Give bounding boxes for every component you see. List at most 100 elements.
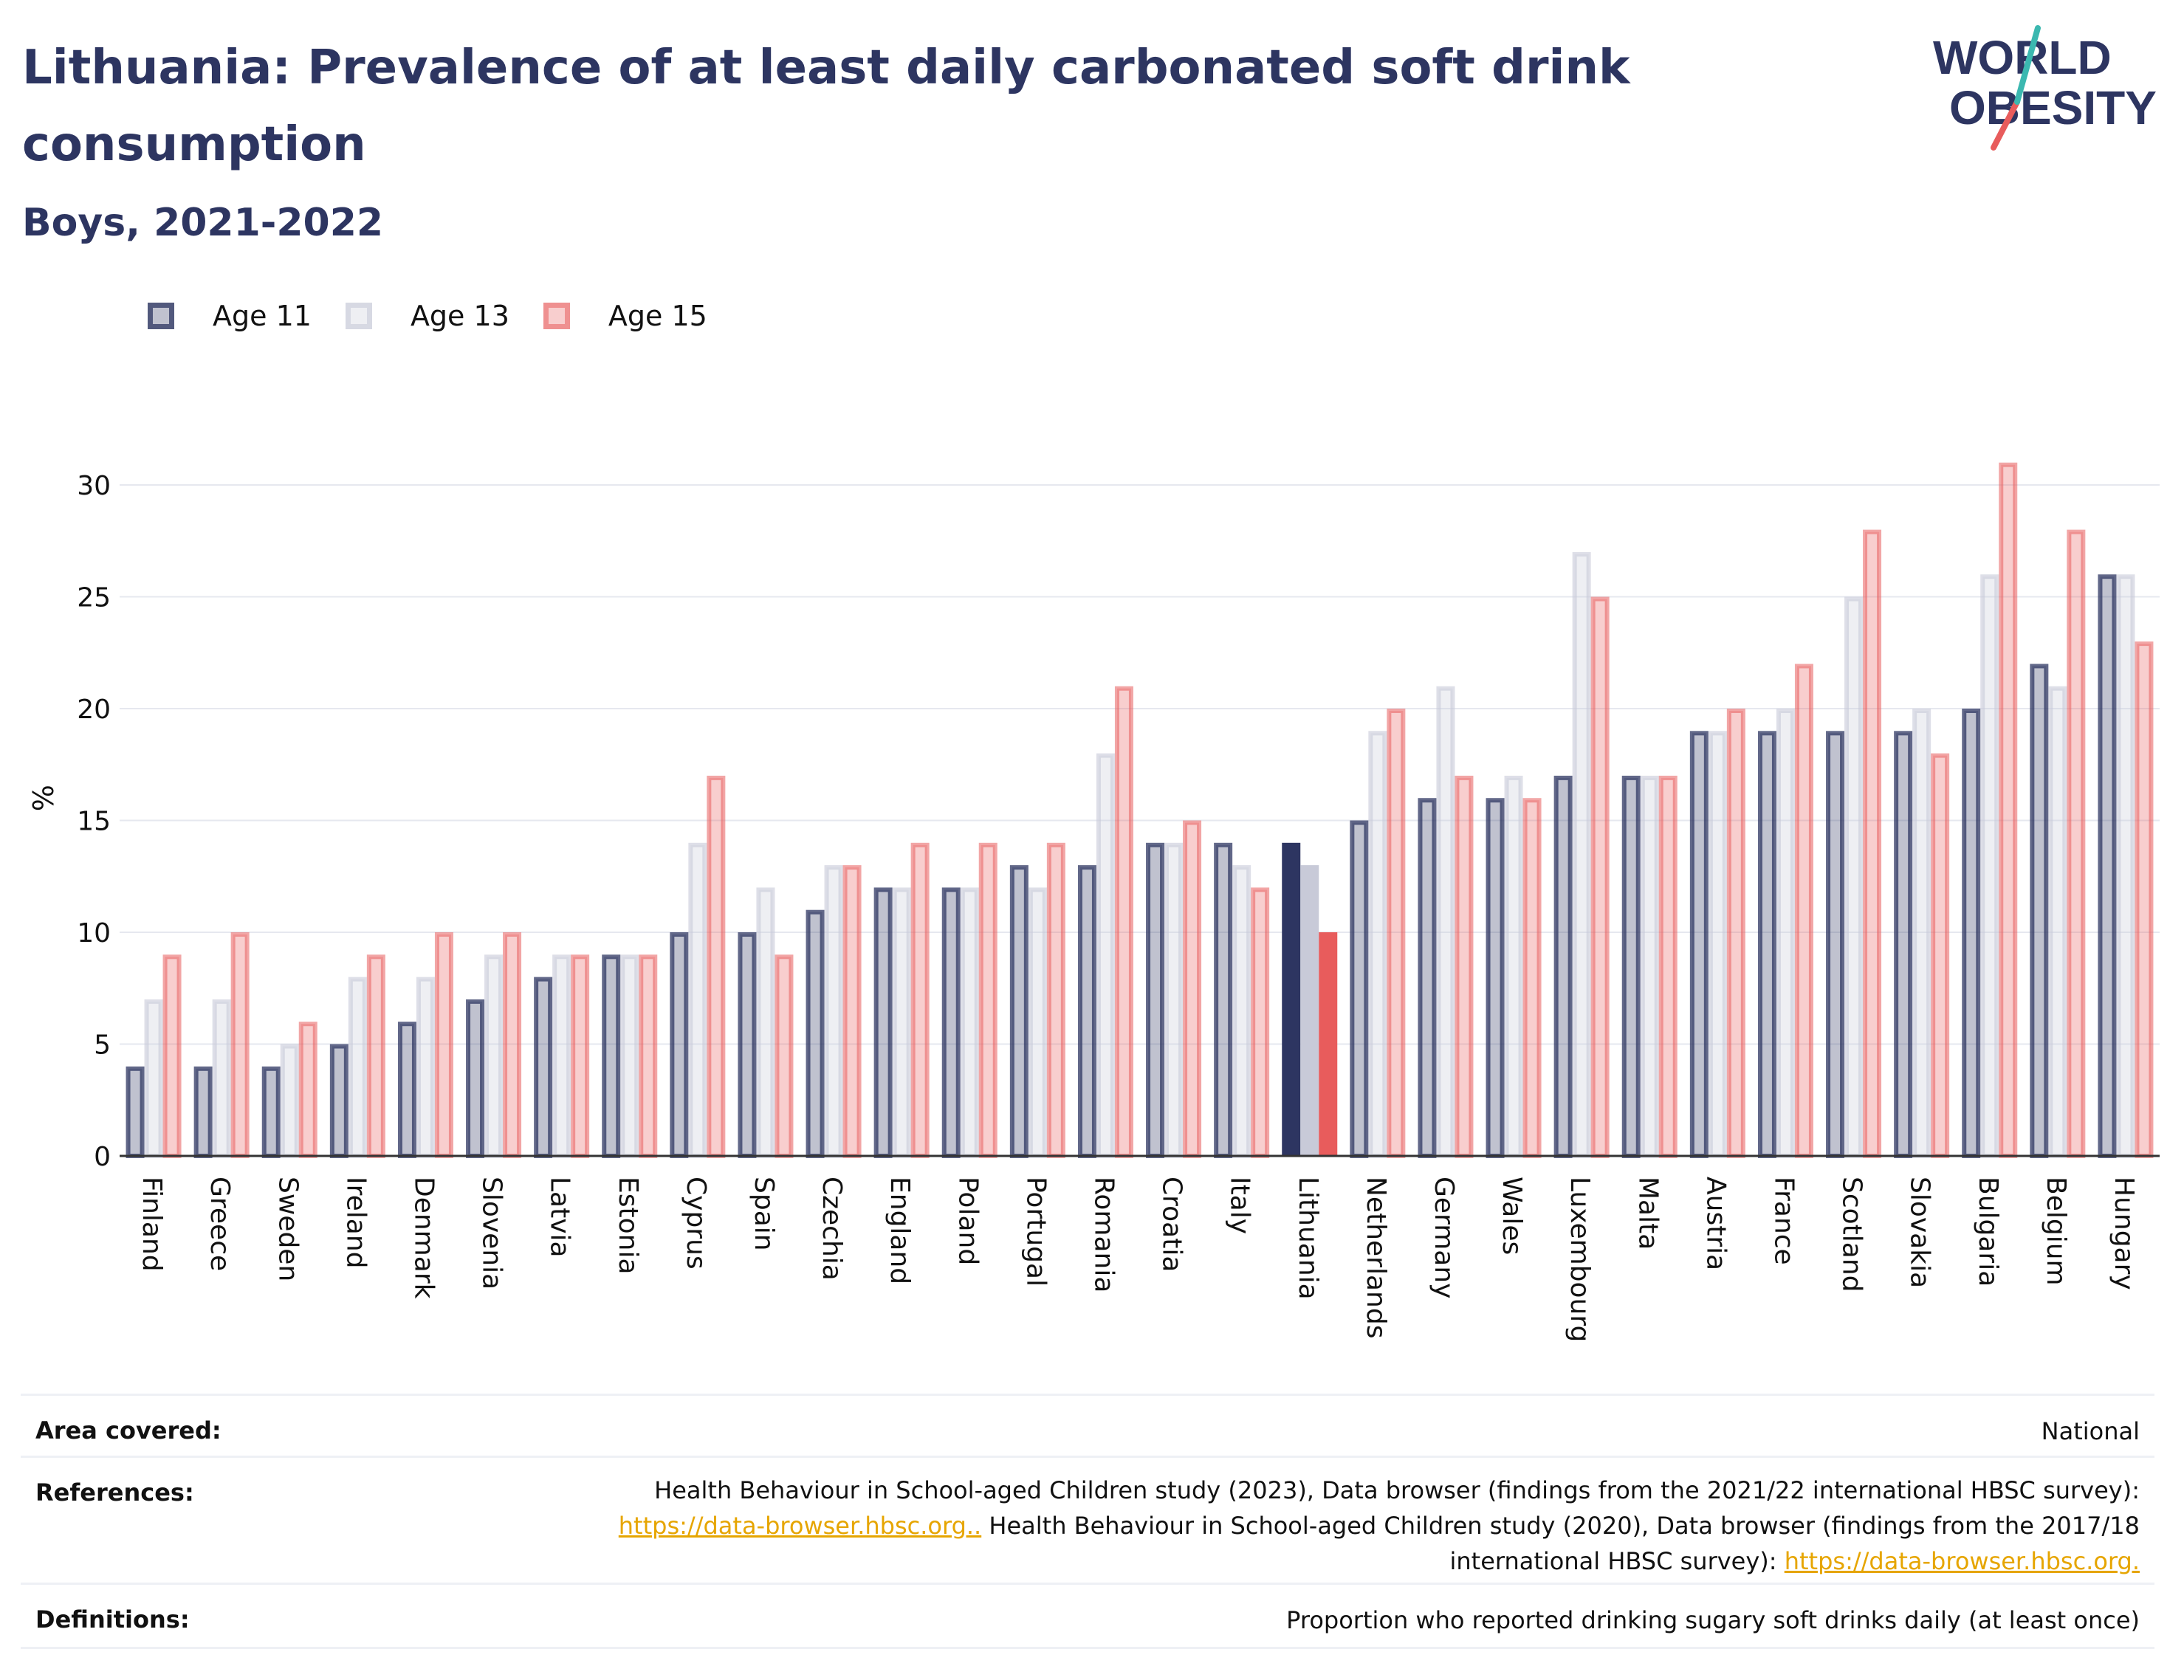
bar-greece-age13 [212,999,231,1159]
bar-estonia-age15 [639,954,658,1159]
bar-netherlands-age13 [1368,731,1387,1158]
bar-croatia-age15 [1183,820,1202,1158]
references-text-1: Health Behaviour in School-aged Children… [654,1476,2140,1504]
x-tick-label: Slovakia [1905,1177,1935,1288]
bar-slovakia-age11 [1894,731,1913,1158]
bar-bulgaria-age15 [1999,462,2018,1158]
world-obesity-logo: WORLD OBESITY [1933,25,2157,151]
bar-italy-age13 [1232,865,1251,1158]
legend-label-age11: Age 11 [213,300,312,332]
chart-subtitle: Boys, 2021-2022 [22,201,384,245]
bar-romania-age13 [1096,753,1115,1158]
bar-latvia-age15 [571,954,590,1159]
bar-luxembourg-age11 [1553,775,1573,1158]
bar-czechia-age15 [842,865,862,1158]
references-link-1[interactable]: https://data-browser.hbsc.org.. [618,1512,982,1540]
x-tick-label: Cyprus [681,1177,711,1270]
bar-belgium-age13 [2048,686,2067,1158]
bar-slovakia-age15 [1931,753,1950,1158]
legend-item-age15[interactable]: Age 15 [543,300,707,332]
bar-france-age15 [1794,664,1813,1158]
x-tick-label: Greece [205,1177,235,1271]
bar-germany-age15 [1455,775,1474,1158]
x-tick-label: Sweden [272,1177,303,1281]
bar-portugal-age13 [1028,887,1047,1159]
bar-lithuania-age11 [1282,842,1301,1156]
x-tick-label: Germany [1429,1177,1459,1298]
bar-croatia-age13 [1164,842,1184,1159]
bar-bulgaria-age11 [1962,709,1981,1158]
bar-netherlands-age11 [1350,820,1369,1158]
bar-romania-age11 [1077,865,1096,1158]
x-tick-label: Lithuania [1293,1177,1323,1300]
bar-france-age11 [1757,731,1776,1158]
x-tick-label: Netherlands [1361,1177,1391,1338]
bar-luxembourg-age15 [1590,596,1610,1158]
x-tick-label: Poland [952,1177,983,1265]
x-tick-label: Luxembourg [1565,1177,1595,1342]
legend-item-age13[interactable]: Age 13 [345,300,509,332]
x-tick-label: Bulgaria [1973,1177,2003,1287]
bar-spain-age15 [775,954,794,1159]
legend-swatch-age13 [345,303,372,329]
bar-denmark-age11 [397,1022,416,1158]
x-tick-label: Malta [1632,1177,1663,1250]
legend-swatch-age15 [543,303,570,329]
bar-scotland-age13 [1844,596,1864,1158]
bar-austria-age11 [1689,731,1709,1158]
x-tick-label: France [1768,1177,1799,1265]
x-tick-label: Latvia [545,1177,575,1258]
bar-england-age13 [892,887,911,1159]
bar-finland-age13 [144,999,163,1159]
bar-austria-age15 [1726,709,1745,1158]
bar-estonia-age11 [602,954,621,1159]
bar-malta-age15 [1658,775,1678,1158]
bar-denmark-age13 [416,977,435,1158]
bar-netherlands-age15 [1387,709,1406,1158]
bar-cyprus-age11 [670,932,689,1158]
legend-label-age13: Age 13 [410,300,509,332]
bar-sweden-age15 [298,1022,317,1158]
references-link-2[interactable]: https://data-browser.hbsc.org. [1784,1547,2140,1575]
y-tick-label: 30 [77,471,111,501]
legend-item-age11[interactable]: Age 11 [148,300,312,332]
logo-slash-teal [2014,25,2041,105]
bar-france-age13 [1776,709,1795,1158]
bar-finland-age15 [162,954,182,1159]
bar-croatia-age11 [1146,842,1165,1159]
bar-lithuania-age13 [1300,865,1319,1156]
bar-wales-age15 [1522,798,1542,1158]
bar-czechia-age11 [806,909,825,1158]
bar-belgium-age15 [2067,529,2086,1158]
bar-austria-age13 [1708,731,1727,1158]
bar-slovakia-age13 [1912,709,1931,1158]
bar-spain-age13 [756,887,775,1159]
bar-slovenia-age15 [503,932,522,1158]
y-tick-label: 15 [77,807,111,837]
x-tick-label: Belgium [2041,1177,2071,1286]
bar-greece-age11 [193,1066,213,1159]
y-tick-label: 10 [77,918,111,949]
y-tick-label: 25 [77,583,111,613]
bar-estonia-age13 [620,954,639,1159]
bar-lithuania-age15 [1319,932,1338,1156]
bar-latvia-age11 [534,977,553,1158]
bar-england-age11 [873,887,893,1159]
footer-row-references: References: Health Behaviour in School-a… [21,1456,2154,1585]
x-tick-label: Spain [749,1177,779,1251]
bar-latvia-age13 [552,954,571,1159]
x-tick-label: Austria [1700,1177,1731,1270]
bar-italy-age11 [1214,842,1233,1159]
x-tick-label: Denmark [408,1177,439,1299]
area-covered-value: National [2041,1417,2140,1445]
bar-slovenia-age13 [484,954,504,1159]
footer-row-definitions: Definitions: Proportion who reported dri… [21,1583,2154,1649]
bar-ireland-age15 [366,954,385,1159]
bar-scotland-age15 [1863,529,1882,1158]
references-label: References: [35,1478,194,1507]
bar-germany-age13 [1436,686,1455,1158]
logo-line2: OBESITY [1949,81,2157,134]
references-text-3: international HBSC survey): [1449,1547,1785,1575]
logo-slash-red [1991,99,2020,151]
bar-poland-age11 [941,887,961,1159]
